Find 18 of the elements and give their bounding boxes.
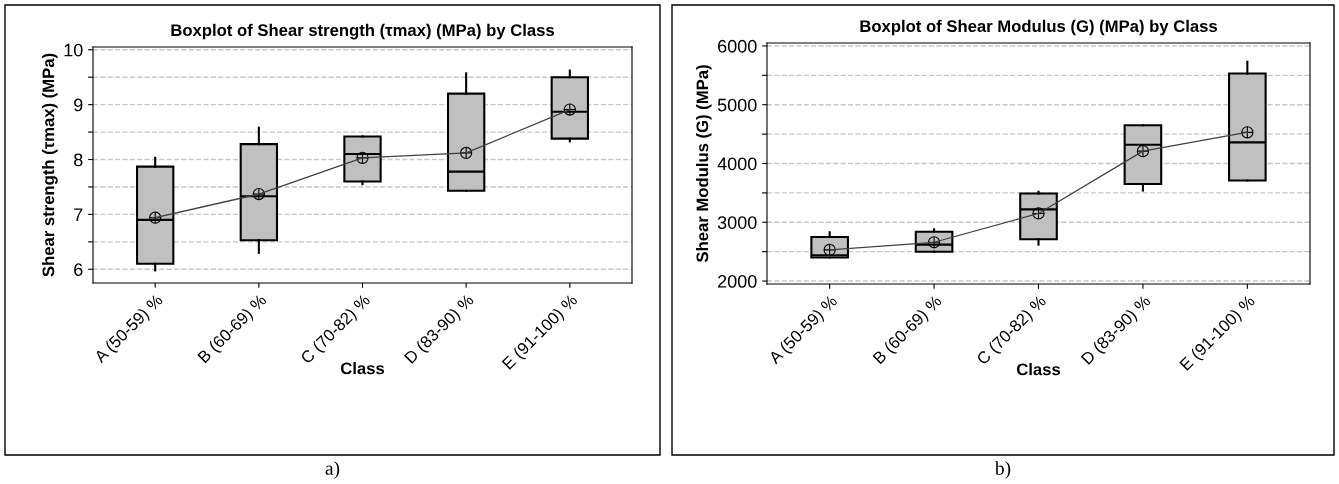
y-tick-label: 8 [74,153,83,167]
y-tick-label: 5000 [717,98,757,112]
y-tick-label: 6000 [718,39,757,53]
y-tick-label: 7 [74,208,83,221]
text: a) [325,461,340,479]
y-tick-label: 3000 [717,216,757,229]
y-tick-label: 6 [74,263,83,276]
chart-title: Boxplot of Shear strength (τmax) (MPa) by Class [171,23,554,40]
text: b) [994,461,1011,479]
y-axis-title: Shear strength (τmax) (MPa) [42,53,58,277]
y-tick-label: 4000 [717,157,757,171]
y-tick-label: 10 [64,43,83,57]
chart-title: Boxplot of Shear Modulus (G) (MPa) by Class [860,19,1218,36]
x-axis-title: Class [1016,363,1061,376]
x-axis-title: Class [340,362,385,375]
y-axis-title: Shear Modulus (G) (MPa) [696,65,712,263]
y-tick-label: 9 [74,98,83,112]
y-tick-label: 2000 [718,275,757,288]
